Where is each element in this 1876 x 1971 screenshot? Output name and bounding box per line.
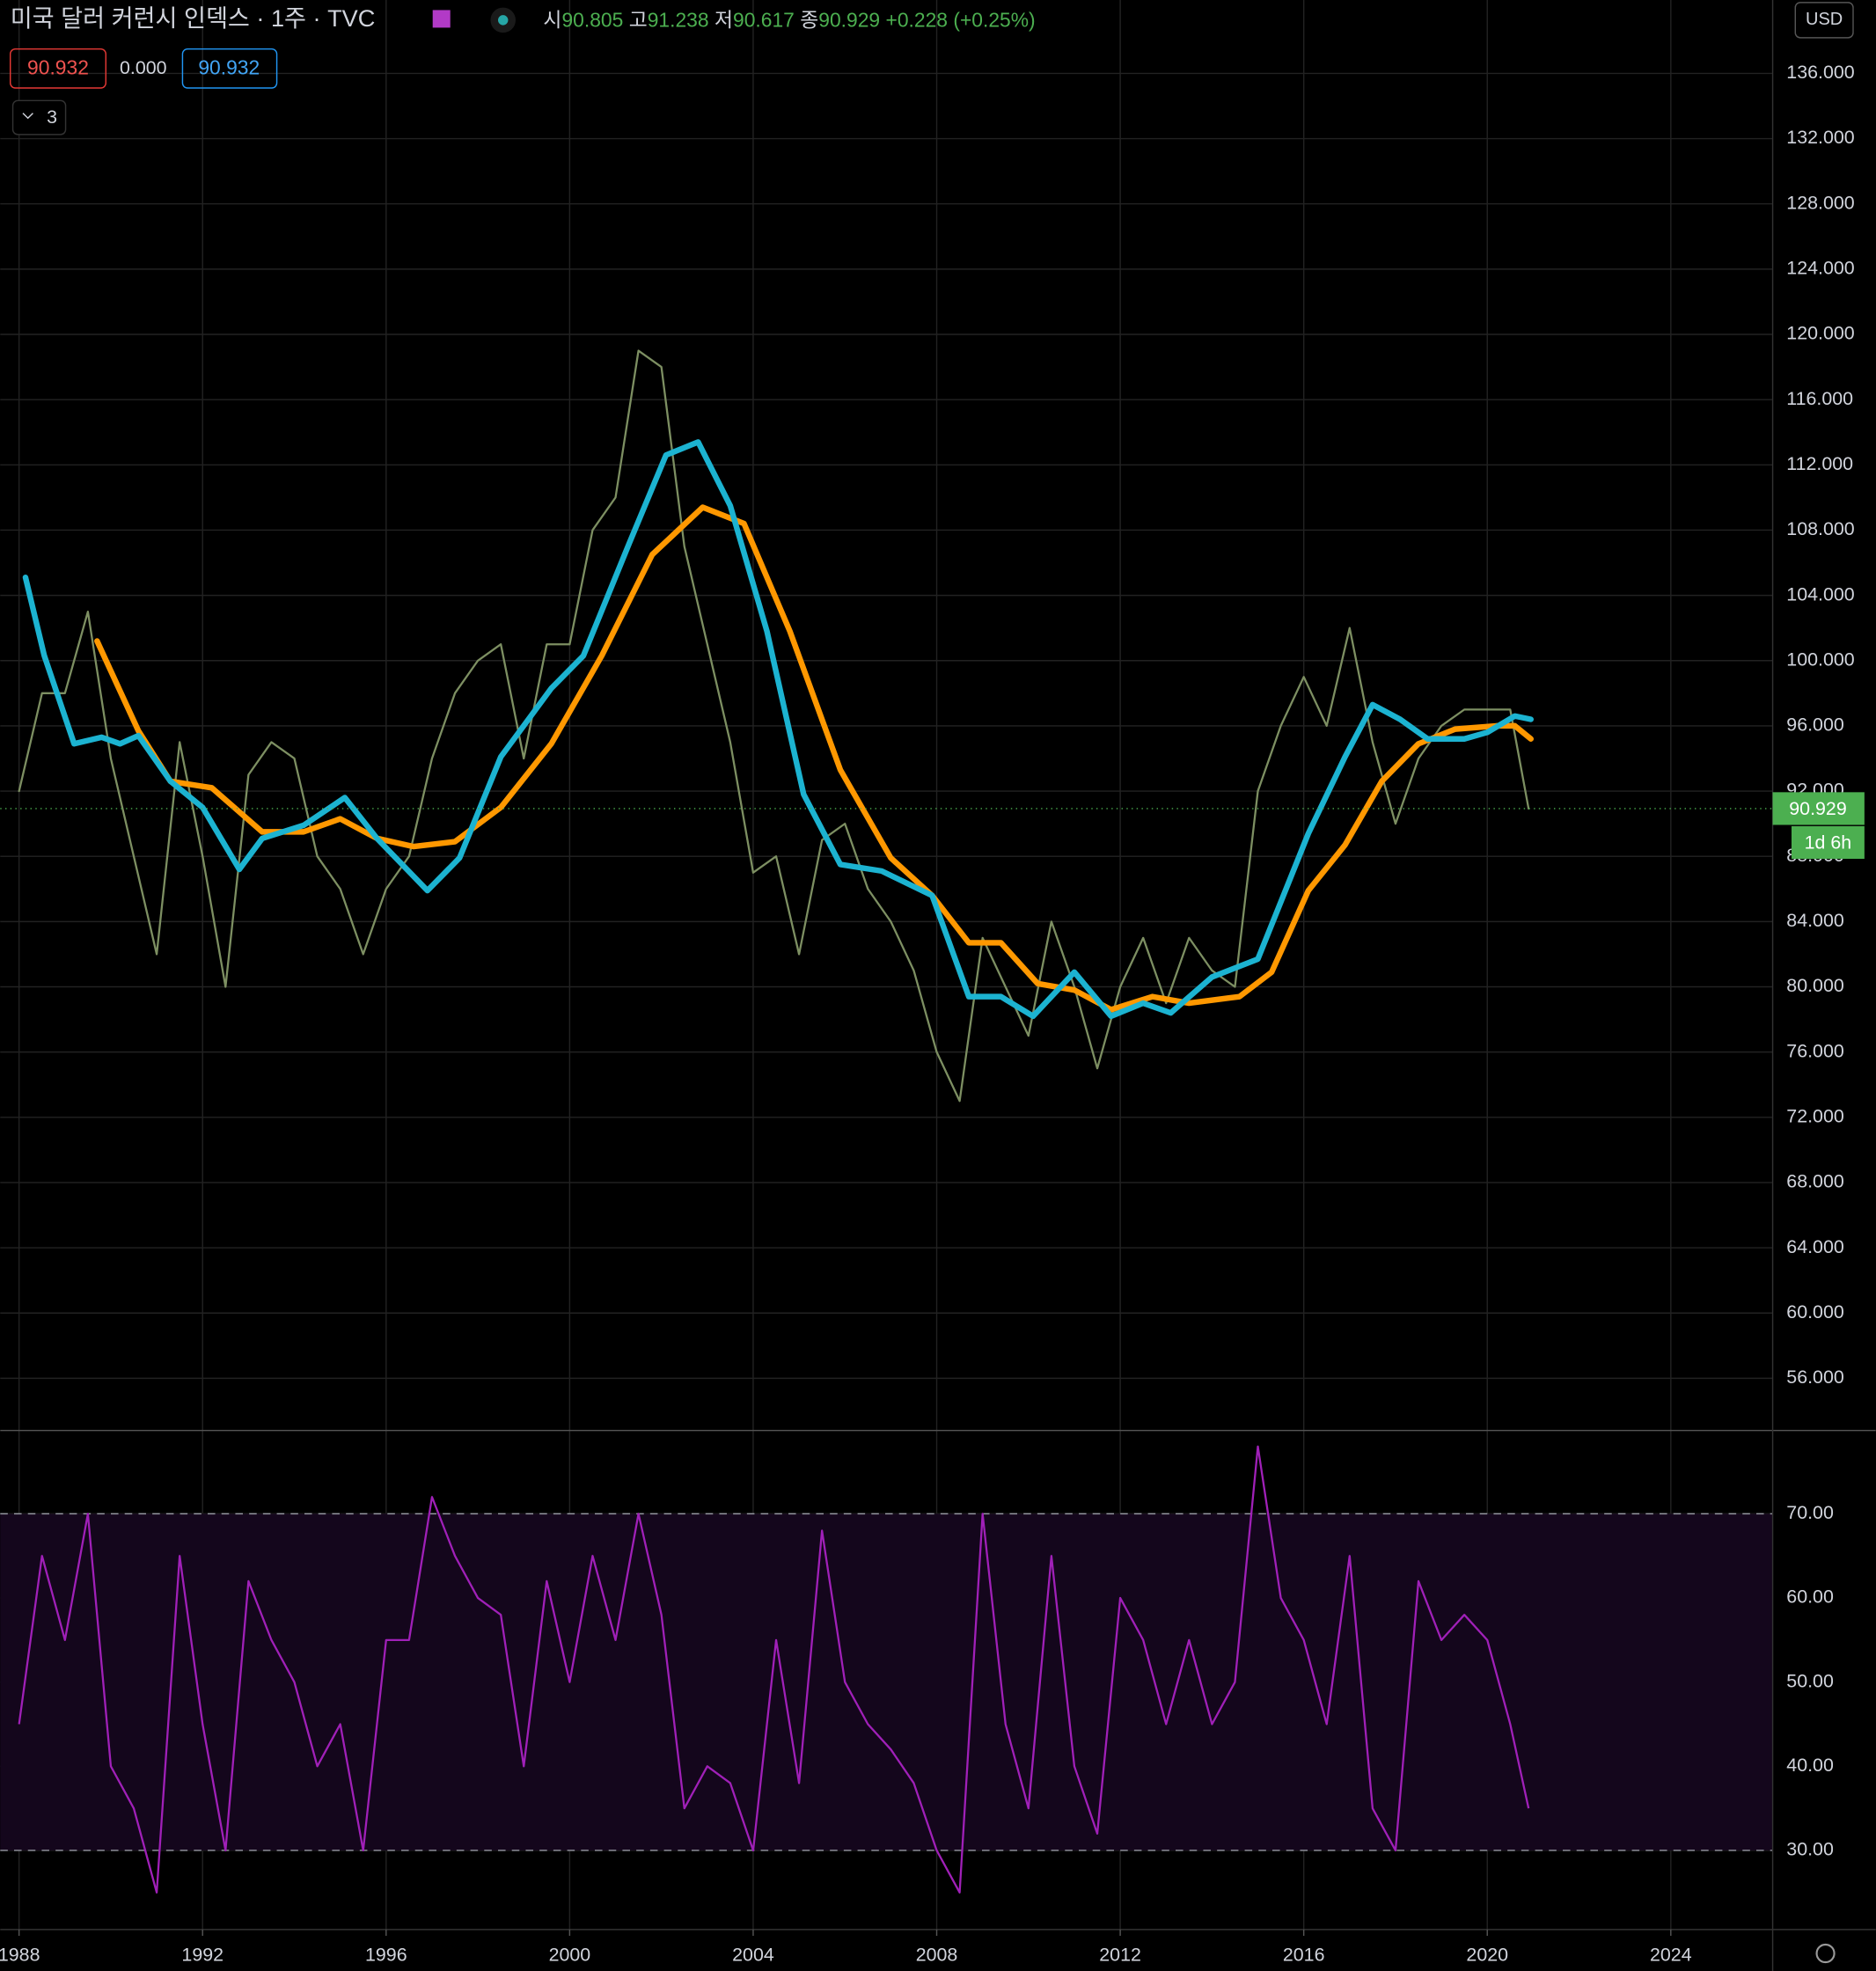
ohlc-value: 90.929 bbox=[818, 8, 880, 31]
x-tick-label: 1992 bbox=[181, 1945, 224, 1966]
x-tick-label: 2012 bbox=[1099, 1945, 1141, 1966]
rsi-line bbox=[18, 1445, 1530, 1894]
ohlc-label: 저 bbox=[714, 8, 733, 31]
collapse-button[interactable] bbox=[11, 99, 67, 136]
y-tick-label: 60.000 bbox=[1786, 1301, 1844, 1323]
ohlc-value: 91.238 bbox=[648, 8, 709, 31]
y-tick-label: 136.000 bbox=[1786, 62, 1854, 83]
y-tick-label: 120.000 bbox=[1786, 323, 1854, 344]
y-tick-label: 112.000 bbox=[1786, 453, 1853, 474]
y-tick-label: 30.00 bbox=[1786, 1839, 1834, 1860]
currency: USD bbox=[1806, 10, 1843, 29]
y-tick-label: 108.000 bbox=[1786, 518, 1854, 539]
y-tick-label: 116.000 bbox=[1786, 388, 1853, 409]
indicator-value: 90.932 bbox=[27, 56, 89, 79]
y-tick-label: 96.000 bbox=[1786, 714, 1844, 736]
ohlc: 시90.805 고91.238 저90.617 종90.929 +0.228 (… bbox=[543, 8, 1035, 31]
ohlc-label: 고 bbox=[629, 8, 648, 31]
y-tick-label: 40.00 bbox=[1786, 1755, 1834, 1776]
collapse-count: 3 bbox=[47, 106, 57, 128]
y-tick-label: 50.00 bbox=[1786, 1670, 1834, 1691]
last-price-label: 90.929 bbox=[1789, 798, 1846, 819]
ohlc-label: 종 bbox=[800, 8, 818, 31]
x-tick-label: 2016 bbox=[1283, 1945, 1325, 1966]
countdown-label: 1d 6h bbox=[1805, 832, 1852, 854]
chevron-icon bbox=[22, 113, 33, 120]
y-tick-label: 64.000 bbox=[1786, 1236, 1844, 1257]
currency-button[interactable] bbox=[1794, 2, 1854, 39]
x-tick-label: 2008 bbox=[916, 1945, 958, 1966]
y-tick-label: 60.00 bbox=[1786, 1586, 1834, 1608]
indicator-badge[interactable] bbox=[181, 48, 278, 89]
rsi-band bbox=[0, 1513, 1773, 1850]
y-tick-label: 72.000 bbox=[1786, 1105, 1844, 1126]
settings-icon[interactable] bbox=[1815, 1943, 1836, 1964]
y-tick-label: 80.000 bbox=[1786, 975, 1844, 996]
y-tick-label: 76.000 bbox=[1786, 1040, 1844, 1061]
ohlc-change: +0.228 (+0.25%) bbox=[885, 8, 1035, 31]
ohlc-value: 90.805 bbox=[561, 8, 623, 31]
y-tick-label: 128.000 bbox=[1786, 192, 1854, 213]
x-tick-label: 1996 bbox=[365, 1945, 407, 1966]
y-tick-label: 124.000 bbox=[1786, 258, 1854, 279]
indicator-value: 0.000 bbox=[120, 57, 167, 78]
last-price-tag bbox=[1772, 792, 1865, 825]
x-tick-label: 2004 bbox=[732, 1945, 774, 1966]
x-tick-label: 2000 bbox=[549, 1945, 591, 1966]
ohlc-label: 시 bbox=[543, 8, 561, 31]
x-tick-label: 2024 bbox=[1650, 1945, 1692, 1966]
series-line bbox=[94, 504, 1534, 1013]
y-tick-label: 56.000 bbox=[1786, 1367, 1844, 1388]
indicator-badge[interactable] bbox=[10, 48, 107, 89]
x-tick-label: 2020 bbox=[1466, 1945, 1508, 1966]
plot-layer bbox=[0, 0, 1773, 1930]
y-tick-label: 104.000 bbox=[1786, 583, 1854, 604]
ohlc-value: 90.617 bbox=[733, 8, 795, 31]
status-dot bbox=[498, 15, 509, 26]
y-tick-label: 70.00 bbox=[1786, 1502, 1834, 1523]
chart-title: 미국 달러 커런시 인덱스 · 1주 · TVC bbox=[11, 4, 376, 32]
y-tick-label: 68.000 bbox=[1786, 1171, 1844, 1192]
y-tick-label: 100.000 bbox=[1786, 648, 1854, 670]
x-tick-label: 1988 bbox=[0, 1945, 40, 1966]
series-line bbox=[22, 439, 1534, 1020]
indicator-value: 90.932 bbox=[198, 56, 260, 79]
countdown-tag bbox=[1792, 825, 1865, 860]
y-tick-label: 132.000 bbox=[1786, 127, 1854, 148]
y-tick-label: 84.000 bbox=[1786, 910, 1844, 931]
series-line bbox=[18, 349, 1530, 1103]
flag-icon[interactable] bbox=[432, 10, 451, 28]
